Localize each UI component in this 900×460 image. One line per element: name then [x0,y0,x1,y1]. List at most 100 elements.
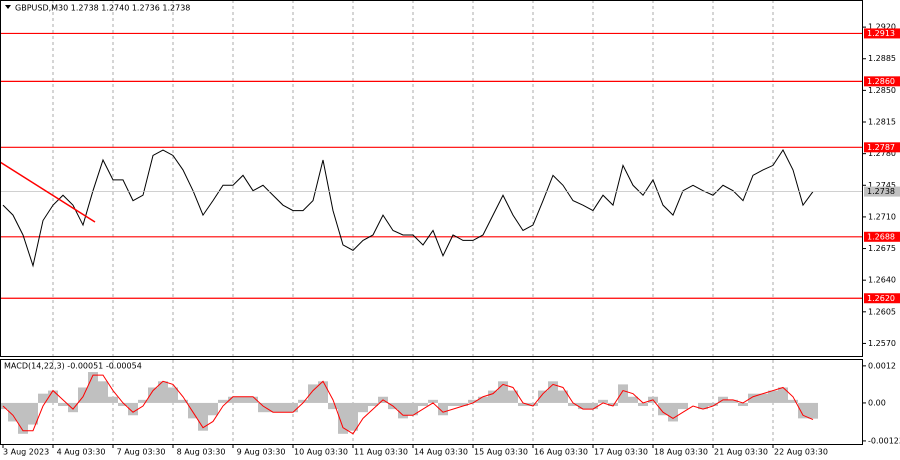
x-tick-label: 7 Aug 03:30 [117,448,166,457]
histogram-bar [698,402,708,410]
histogram-bar [728,399,738,403]
histogram-bar [28,402,38,425]
histogram-bar [98,381,108,403]
histogram-bar [618,384,628,403]
y-tick-label: 1.2850 [868,86,896,95]
histogram-bar [538,390,548,403]
histogram-bar [748,393,758,403]
level-label: 1.2787 [867,143,895,152]
level-label: 1.2860 [867,77,895,86]
histogram-bar [308,384,318,403]
histogram-bar [218,399,228,403]
y-tick-label: 1.2920 [868,23,896,32]
histogram-bar [458,402,468,407]
x-tick-label: 14 Aug 03:30 [414,448,468,457]
histogram-bar [488,390,498,403]
histogram-bar [708,402,718,407]
grid [52,0,774,444]
histogram-bar [598,399,608,403]
histogram-bar [478,396,488,403]
x-tick-label: 17 Aug 03:30 [594,448,648,457]
histogram-bar [288,402,298,413]
histogram-bar [438,402,448,416]
x-tick-label: 9 Aug 03:30 [237,448,286,457]
histogram-bar [238,396,248,403]
x-tick-label: 16 Aug 03:30 [534,448,588,457]
histogram-bar [398,402,408,419]
x-tick-label: 22 Aug 03:30 [774,448,828,457]
y-tick-label: 1.2885 [868,54,896,63]
histogram-bar [78,387,88,403]
level-label-bg [864,76,900,87]
trend-line [0,161,96,223]
histogram-bar [298,399,308,403]
histogram-bar [198,402,208,431]
histogram-bar [768,390,778,403]
histogram-bar [528,402,538,407]
histogram-bar [278,402,288,413]
last-price-bg [864,186,900,197]
menu-arrow[interactable] [5,5,11,9]
histogram-bar [118,402,128,407]
histogram-bar [368,402,378,407]
signal-line [2,374,814,435]
level-label-bg [864,293,900,304]
histogram-bar [758,393,768,403]
histogram-bar [738,402,748,407]
histogram-bar [428,399,438,403]
histogram-bar [88,372,98,403]
histogram-bar [178,399,188,403]
histogram-bar [468,399,478,403]
histogram-bar [568,402,578,407]
price-line [2,149,814,268]
level-label-bg [864,28,900,39]
histogram-bar [168,387,178,403]
histogram-bar [138,399,148,403]
histogram-bar [68,402,78,413]
y-tick-label: 0.0012 [868,361,896,370]
y-tick-label: 1.2815 [868,118,896,127]
chart-title: GBPUSD,M30 1.2738 1.2740 1.2736 1.2738 [15,4,190,13]
histogram-bar [148,387,158,403]
histogram-bar [638,402,648,407]
histogram-bar [418,402,428,407]
histogram-bar [208,402,218,416]
histogram-bar [658,402,668,416]
histogram-bar [508,390,518,403]
y-tick-label: 1.2605 [868,307,896,316]
histogram-bar [558,390,568,403]
y-tick-label: 1.2745 [868,181,896,190]
y-tick-label: 1.2640 [868,276,896,285]
histogram-bar [678,402,688,410]
x-tick-label: 11 Aug 03:30 [354,448,408,457]
y-tick-label: -0.00123 [868,436,900,445]
histogram-bar [108,396,118,403]
histogram-bar [348,402,358,431]
macd-frame [0,359,863,445]
histogram-bar [58,402,68,407]
y-tick-label: 1.2570 [868,339,896,348]
histogram-bar [778,387,788,403]
y-tick-label: 1.2675 [868,244,896,253]
histogram-bar [408,402,418,416]
y-tick-label: 1.2710 [868,212,896,221]
x-tick-label: 18 Aug 03:30 [654,448,708,457]
histogram-bar [0,402,8,410]
x-tick-label: 10 Aug 03:30 [294,448,348,457]
macd-title: MACD(14,22,3) -0.00051 -0.00054 [4,362,142,371]
y-tick-label: 0.00 [868,398,886,407]
histogram-bar [258,402,268,413]
x-tick-label: 21 Aug 03:30 [714,448,768,457]
histogram-bar [128,402,138,416]
histogram-bar [358,402,368,413]
x-tick-label: 8 Aug 03:30 [177,448,226,457]
histogram-bar [498,381,508,403]
level-label-bg [864,231,900,242]
x-tick-label: 3 Aug 2023 [3,448,49,457]
level-label: 1.2913 [867,29,895,38]
y-tick-label: 1.2780 [868,149,896,158]
histogram-bar [158,381,168,403]
last-price-label: 1.2738 [867,187,895,196]
histogram-bar [8,402,18,422]
